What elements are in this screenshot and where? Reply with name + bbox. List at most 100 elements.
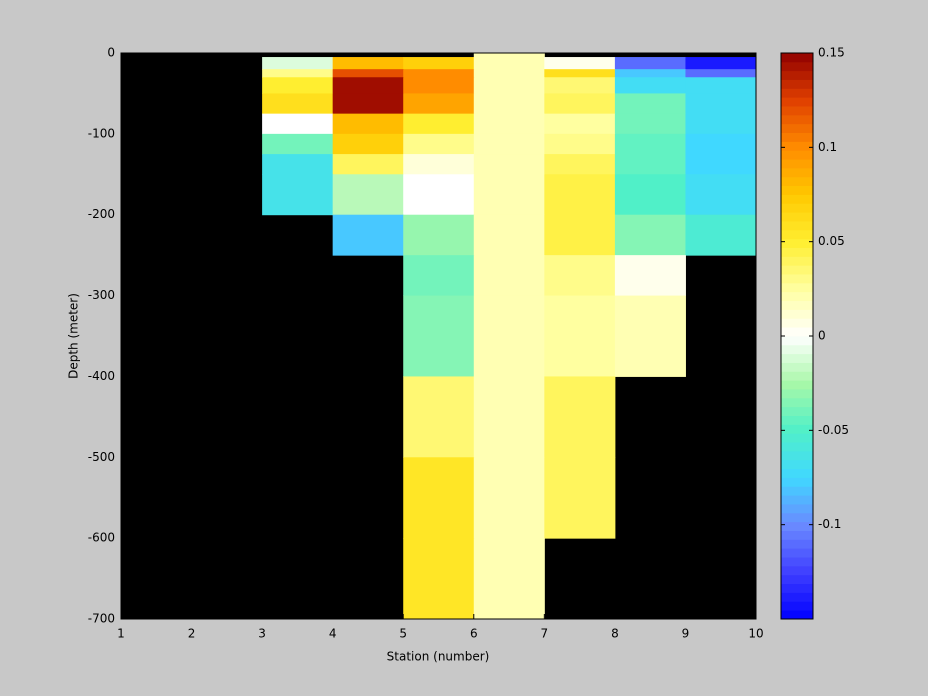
heatmap-cell [685, 154, 757, 175]
colorbar-swatch [781, 61, 813, 72]
x-tick-label: 9 [682, 627, 690, 641]
heatmap-cell [544, 133, 616, 155]
x-tick-label: 3 [258, 627, 266, 641]
heatmap-cell [544, 57, 616, 70]
heatmap-cell [473, 53, 545, 58]
heatmap-cell [473, 113, 545, 135]
colorbar-tick-label: 0.05 [818, 234, 845, 248]
y-tick-label: -600 [88, 531, 115, 545]
colorbar-swatch [781, 574, 813, 585]
colorbar-swatch [781, 371, 813, 381]
colorbar-swatch [781, 477, 813, 487]
colorbar-swatch [781, 194, 813, 204]
colorbar-swatch [781, 229, 813, 240]
x-tick-label: 6 [470, 627, 478, 641]
heatmap-cell [614, 77, 686, 94]
x-tick-label: 7 [541, 627, 549, 641]
heatmap-cell [332, 77, 404, 94]
y-tick-label: -700 [88, 612, 115, 626]
colorbar-swatch [781, 114, 813, 125]
heatmap-cell [403, 538, 475, 620]
heatmap-cell [403, 174, 475, 216]
heatmap-cell [685, 69, 757, 78]
heatmap-cell [473, 295, 545, 377]
colorbar-swatch [781, 167, 813, 178]
colorbar-swatch [781, 150, 813, 160]
colorbar-swatch [781, 265, 813, 275]
heatmap-cell [544, 255, 616, 297]
colorbar-swatch [781, 327, 813, 337]
colorbar-swatch [781, 282, 813, 293]
colorbar-swatch [781, 291, 813, 302]
y-tick-label: 0 [107, 46, 115, 60]
colorbar-swatch [781, 380, 813, 390]
colorbar-swatch [781, 274, 813, 284]
heatmap-cell [403, 255, 475, 297]
heatmap-cell [614, 57, 686, 70]
y-tick-label: -200 [88, 207, 115, 221]
heatmap-cell [614, 69, 686, 78]
heatmap-cell [332, 133, 404, 155]
heatmap-cell [403, 57, 475, 70]
heatmap-cell [685, 93, 757, 115]
heatmap-cell [614, 133, 686, 155]
heatmap-cell [332, 174, 404, 216]
colorbar-swatch [781, 521, 813, 531]
colorbar-tick-label: -0.1 [818, 517, 841, 531]
x-tick-label: 2 [188, 627, 196, 641]
colorbar-swatch [781, 504, 813, 514]
heatmap-cell [614, 113, 686, 135]
heatmap-cell [262, 69, 334, 78]
heatmap-cell [473, 93, 545, 115]
colorbar-swatch [781, 495, 813, 505]
heatmap-cell [473, 133, 545, 155]
heatmap-cell [473, 255, 545, 297]
colorbar-swatch [781, 450, 813, 461]
heatmap-cell [614, 154, 686, 175]
heatmap-cell [544, 154, 616, 175]
colorbar-swatch [781, 486, 813, 496]
colorbar-swatch [781, 530, 813, 540]
colorbar-swatch [781, 256, 813, 266]
colorbar-swatch [781, 79, 813, 89]
heatmap-cell [685, 174, 757, 216]
heatmap-cell [403, 295, 475, 377]
colorbar-swatch [781, 70, 813, 80]
colorbar-swatch [781, 415, 813, 425]
x-tick-label: 1 [117, 627, 125, 641]
heatmap-cell [332, 69, 404, 78]
x-tick-label: 5 [399, 627, 407, 641]
colorbar-swatch [781, 539, 813, 549]
heatmap-cell [544, 376, 616, 458]
heatmap-cell [473, 77, 545, 94]
heatmap-cell [332, 214, 404, 256]
heatmap-cell [473, 57, 545, 70]
heatmap-cell [614, 174, 686, 216]
y-tick-label: -100 [88, 126, 115, 140]
heatmap-cell [544, 214, 616, 256]
colorbar-swatch [781, 565, 813, 576]
colorbar-swatch [781, 459, 813, 470]
heatmap-cell [614, 255, 686, 297]
heatmap-cell [403, 214, 475, 256]
heatmap-cell [473, 457, 545, 539]
colorbar-swatch [781, 221, 813, 231]
x-tick-label: 4 [329, 627, 337, 641]
axes-frame [120, 52, 757, 620]
colorbar-swatch [781, 397, 813, 408]
heatmap-cell [332, 57, 404, 70]
heatmap-cell [403, 133, 475, 155]
colorbar-swatch [781, 548, 813, 558]
heatmap-cell [544, 93, 616, 115]
colorbar-swatch [781, 176, 813, 187]
y-tick-label: -500 [88, 450, 115, 464]
colorbar-swatch [781, 442, 813, 452]
x-axis-label: Station (number) [387, 650, 490, 664]
colorbar-swatch [781, 433, 813, 443]
colorbar-swatch [781, 53, 813, 63]
colorbar-tick-label: -0.05 [818, 423, 849, 437]
colorbar-swatch [781, 406, 813, 416]
x-tick-label: 10 [748, 627, 763, 641]
colorbar-swatch [781, 583, 813, 593]
colorbar-tick-label: 0.1 [818, 140, 837, 154]
